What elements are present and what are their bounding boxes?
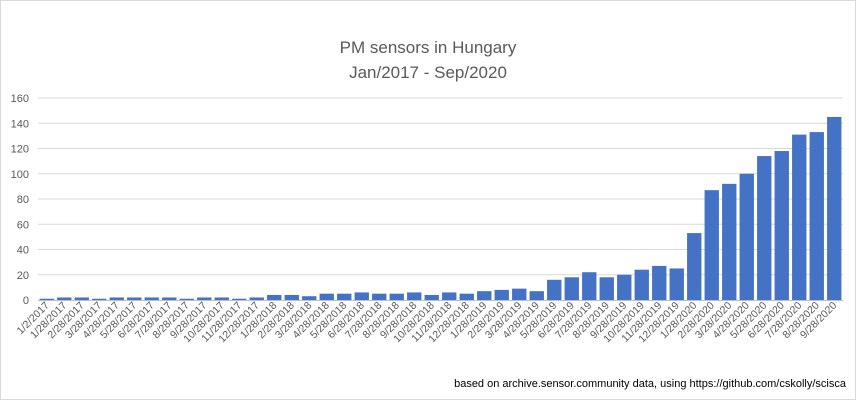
bar-6-28-2020 [774,151,789,300]
bar-11-28-2018 [442,292,457,300]
bar-6-28-2019 [564,277,579,300]
bar-5-28-2019 [547,279,562,300]
bar-8-28-2017 [179,298,194,300]
bar-8-28-2019 [599,277,614,300]
bar-3-28-2017 [92,298,107,300]
bar-3-28-2018 [302,296,317,300]
bar-10-28-2018 [424,294,439,300]
bar-1-28-2019 [477,291,492,300]
bar-2-28-2019 [494,289,509,300]
bar-9-28-2018 [407,292,422,300]
bar-7-28-2019 [582,272,597,300]
bar-8-28-2018 [389,293,404,300]
bar-11-28-2019 [652,265,667,300]
y-axis-ticks: 0 20 40 60 80 100 120 140 160 [11,93,29,307]
bar-7-28-2020 [792,134,807,300]
y-tick-label: 100 [11,169,29,181]
bar-5-28-2017 [127,297,142,300]
bar-3-28-2020 [722,183,737,300]
chart-subtitle: Jan/2017 - Sep/2020 [349,63,507,82]
bar-7-28-2017 [162,297,177,300]
bar-10-28-2017 [214,297,229,300]
bar-2-28-2018 [284,294,299,300]
bar-1-28-2017 [57,297,72,300]
bar-9-28-2017 [197,297,212,300]
bar-3-28-2019 [512,288,527,300]
bar-5-28-2020 [757,156,772,300]
bar-4-28-2018 [319,293,334,300]
bar-6-28-2018 [354,292,369,300]
bar-8-28-2020 [809,132,824,300]
y-tick-label: 40 [17,245,29,257]
y-tick-label: 160 [11,93,29,105]
bar-1-28-2018 [267,294,282,300]
bar-2-28-2017 [74,297,89,300]
bar-9-28-2020 [827,116,842,300]
bar-4-28-2019 [529,291,544,300]
bars [39,116,842,300]
bar-12-28-2017 [249,297,264,300]
bar-6-28-2017 [144,297,159,300]
y-tick-label: 0 [23,295,29,307]
bar-4-28-2020 [739,173,754,300]
y-tick-label: 20 [17,270,29,282]
y-tick-label: 120 [11,144,29,156]
bar-9-28-2019 [617,274,632,300]
bar-10-28-2019 [634,269,649,300]
bar-2-28-2020 [704,190,719,300]
bar-12-28-2019 [669,268,684,300]
x-axis-ticks: 1/2/20171/28/20172/28/20173/28/20174/28/… [14,300,839,346]
y-tick-label: 60 [17,219,29,231]
bar-7-28-2018 [372,293,387,300]
bar-1-28-2020 [687,233,702,300]
chart-title: PM sensors in Hungary [340,38,517,57]
bar-1-2-2017 [39,298,54,300]
y-tick-label: 80 [17,194,29,206]
bar-12-28-2018 [459,293,474,300]
bar-4-28-2017 [109,297,124,300]
data-source-note: based on archive.sensor.community data, … [454,378,847,390]
y-tick-label: 140 [11,118,29,130]
bar-5-28-2018 [337,293,352,300]
bar-11-28-2017 [232,298,247,300]
